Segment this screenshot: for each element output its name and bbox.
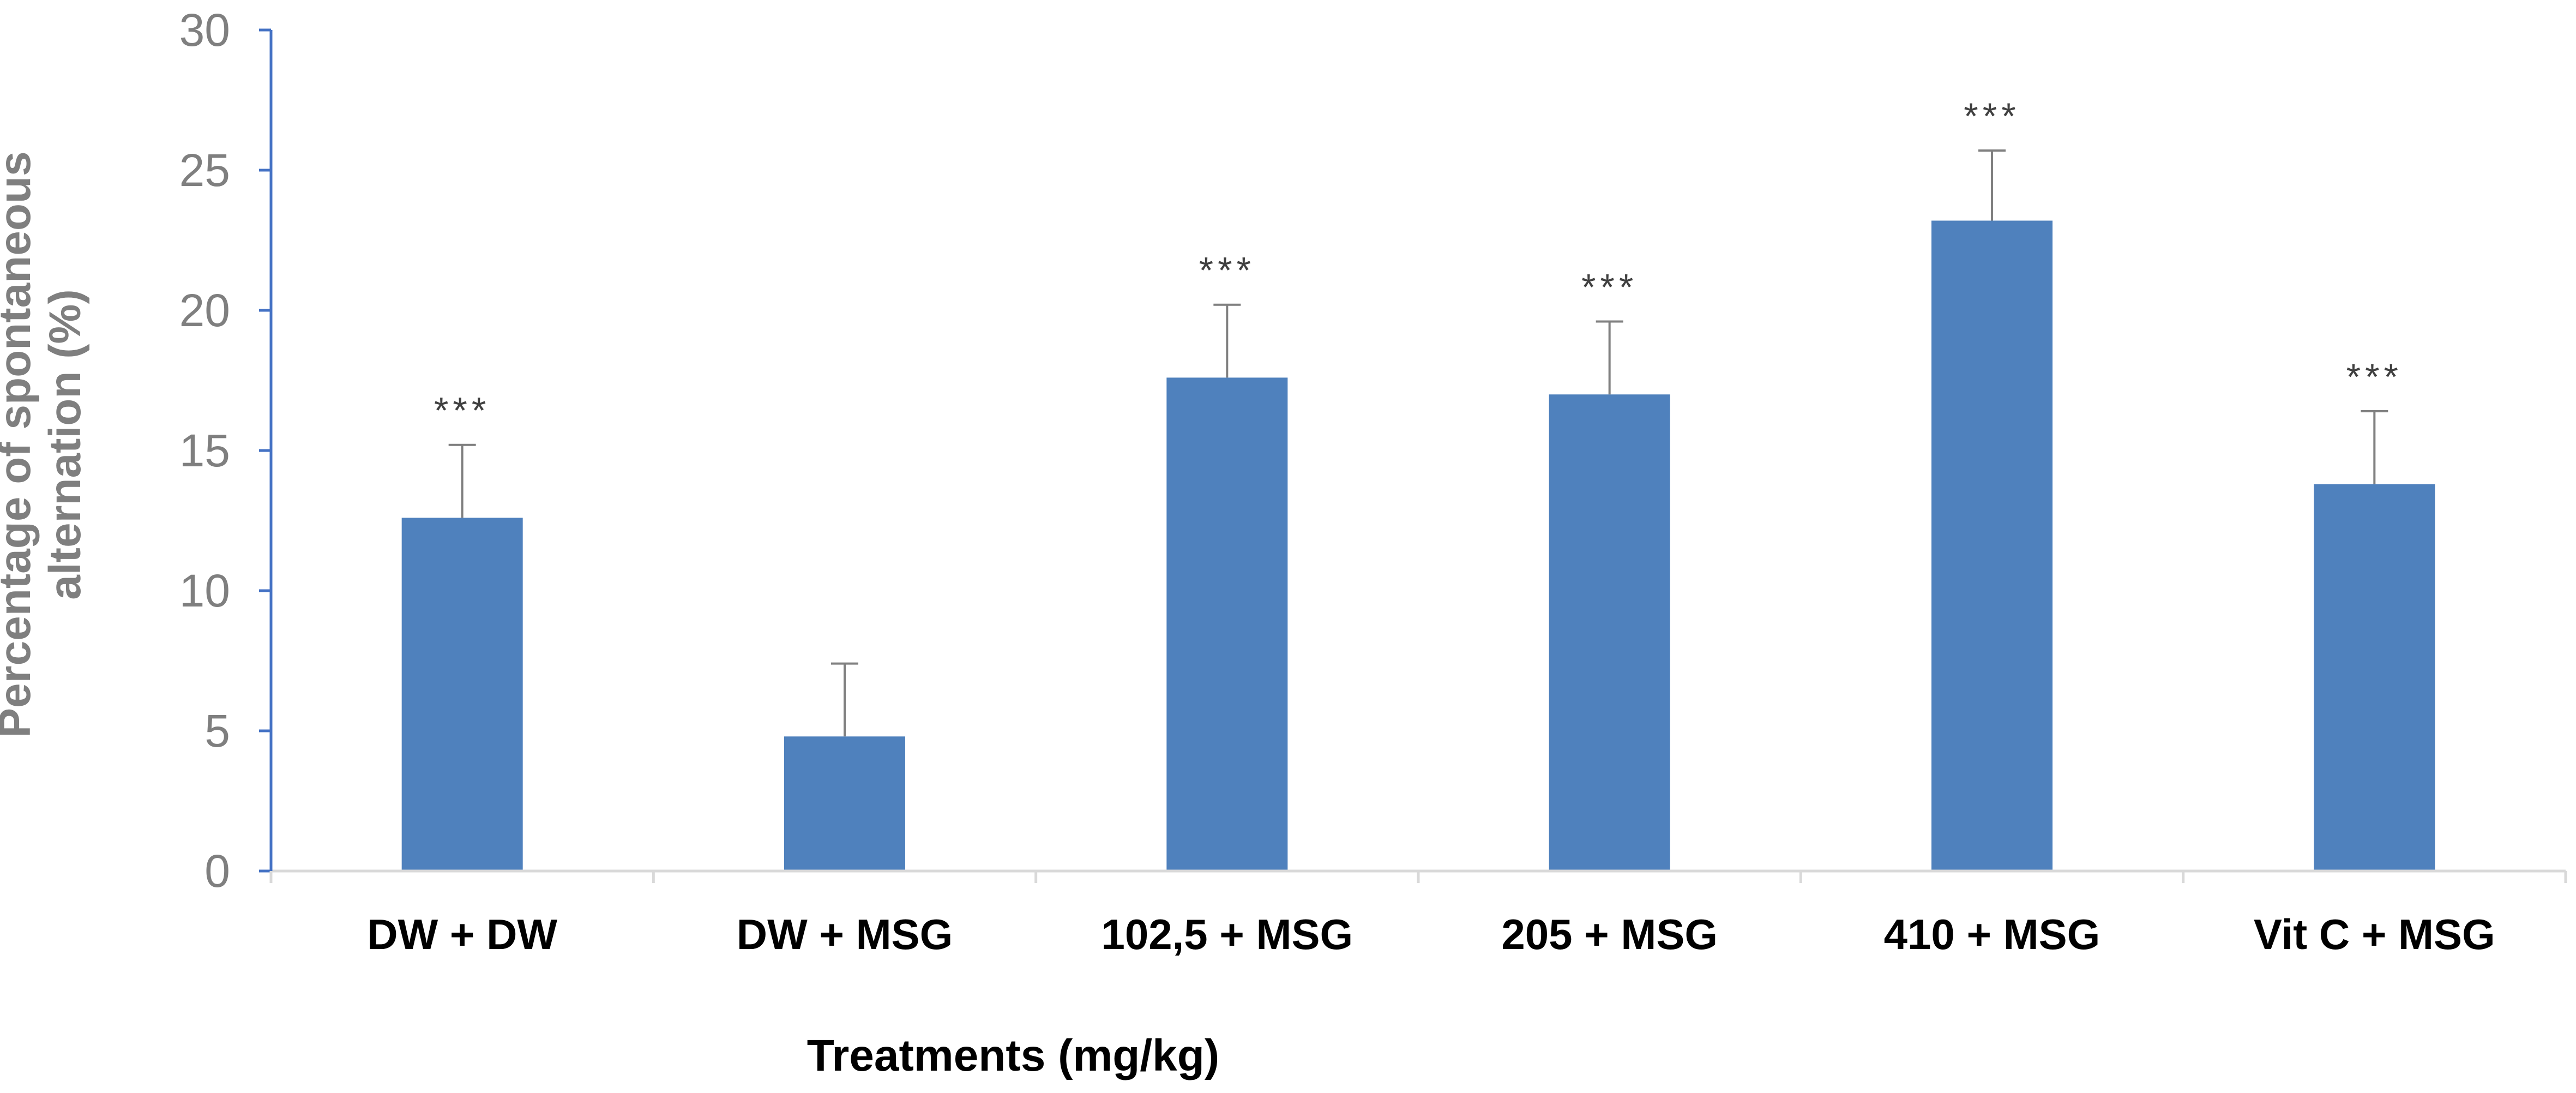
y-tick-label: 20 <box>179 285 230 336</box>
y-axis-ticks: 0 5 10 15 20 25 30 <box>179 4 271 897</box>
x-axis-ticks <box>269 871 2567 883</box>
category-label: DW + MSG <box>737 910 953 958</box>
y-axis-title: Percentage of spontaneousalternation (%) <box>0 151 90 737</box>
y-tick-label: 0 <box>204 845 230 897</box>
significance-label: *** <box>1199 250 1255 291</box>
bars <box>401 220 2435 871</box>
y-tick-label: 30 <box>179 4 230 56</box>
bar <box>784 736 905 871</box>
y-axis-title-line: Percentage of spontaneous <box>0 151 40 737</box>
significance-label: *** <box>434 390 490 431</box>
category-label: DW + DW <box>367 910 557 958</box>
y-tick-label: 5 <box>204 705 230 756</box>
error-bars <box>448 149 2388 737</box>
category-label: 102,5 + MSG <box>1101 910 1353 958</box>
significance-label: *** <box>1964 95 2020 137</box>
category-label: Vit C + MSG <box>2254 910 2495 958</box>
y-axis-title-line: alternation (%) <box>40 289 90 599</box>
bar <box>2314 484 2435 871</box>
significance-label: *** <box>2346 356 2403 398</box>
category-label: 410 + MSG <box>1884 910 2100 958</box>
bar <box>1166 377 1288 871</box>
x-axis-title: Treatments (mg/kg) <box>807 1031 1219 1080</box>
category-label: 205 + MSG <box>1501 910 1718 958</box>
y-tick-label: 10 <box>179 565 230 616</box>
y-tick-label: 25 <box>179 145 230 196</box>
bar <box>1549 394 1670 871</box>
category-labels: DW + DW DW + MSG 102,5 + MSG 205 + MSG 410 +… <box>367 910 2495 958</box>
significance-labels: *** *** *** *** *** <box>434 95 2403 431</box>
significance-label: *** <box>1581 267 1638 308</box>
bar <box>1931 220 2053 871</box>
bar <box>401 518 523 871</box>
y-tick-label: 15 <box>179 425 230 476</box>
